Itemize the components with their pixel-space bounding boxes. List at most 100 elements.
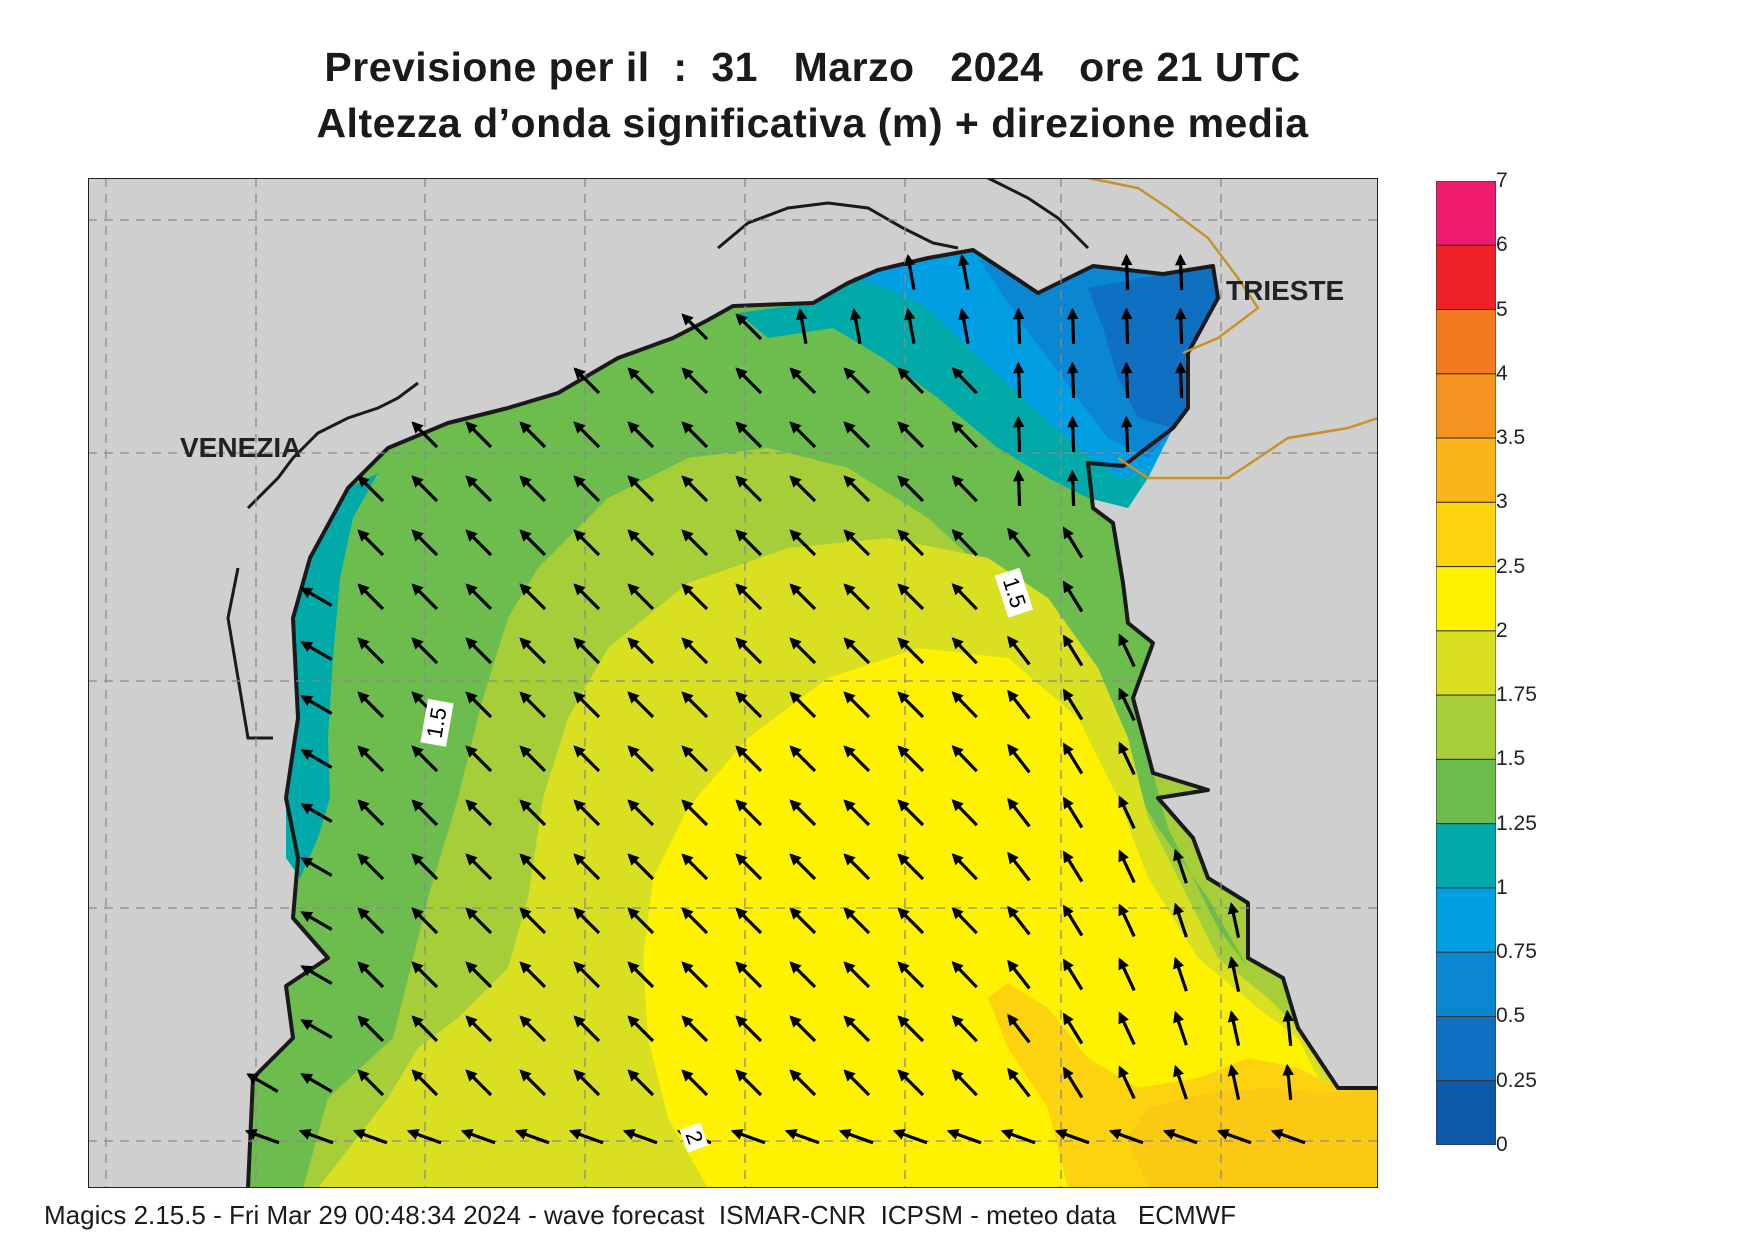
wave-map: 1.5 1.5 2 VENEZIA TRIESTE xyxy=(88,178,1378,1188)
wave-direction-arrow xyxy=(897,745,925,773)
wave-direction-arrow xyxy=(627,691,655,719)
wave-direction-arrow xyxy=(957,308,970,344)
wave-direction-arrow xyxy=(681,907,709,935)
wave-direction-arrow xyxy=(1108,1128,1144,1145)
city-label-venezia: VENEZIA xyxy=(180,432,301,463)
wave-direction-arrow xyxy=(897,583,925,611)
wave-direction-arrow xyxy=(735,367,763,395)
wave-direction-arrow xyxy=(1173,1064,1188,1100)
legend-swatch xyxy=(1435,566,1497,632)
wave-direction-arrow xyxy=(951,637,978,665)
wave-direction-arrow xyxy=(1062,634,1084,667)
legend-swatch xyxy=(1435,437,1497,503)
wave-direction-arrow xyxy=(1000,1128,1036,1145)
graticule xyxy=(88,178,1378,1188)
wave-direction-arrow xyxy=(735,799,763,827)
wave-direction-arrow xyxy=(514,1128,550,1145)
wave-direction-arrow xyxy=(1118,903,1136,938)
map-frame xyxy=(88,178,1378,1188)
wave-direction-arrow xyxy=(1062,742,1084,775)
wave-direction-arrow xyxy=(627,799,655,827)
wave-direction-arrow xyxy=(951,529,978,557)
wave-direction-arrow xyxy=(357,691,385,719)
wave-direction-arrow xyxy=(465,529,493,557)
wave-direction-arrow xyxy=(1118,741,1136,776)
wave-direction-arrow xyxy=(1062,1066,1084,1099)
coastline xyxy=(246,248,1378,1188)
wave-direction-arrow xyxy=(789,799,817,827)
wave-direction-arrow xyxy=(957,254,970,290)
wave-direction-arrow xyxy=(1173,848,1188,884)
wave-direction-arrow xyxy=(519,1015,547,1043)
wave-direction-arrow xyxy=(1118,1065,1136,1100)
wave-direction-arrow xyxy=(627,1015,655,1043)
wave-direction-arrow xyxy=(951,475,978,503)
wave-direction-arrow xyxy=(735,421,763,449)
wave-direction-arrow xyxy=(789,961,817,989)
wave-direction-arrow xyxy=(1118,1011,1136,1046)
wave-direction-arrow xyxy=(1066,361,1079,399)
wave-direction-arrow xyxy=(1174,361,1187,399)
wave-direction-arrow xyxy=(465,475,493,503)
wave-direction-arrow xyxy=(843,421,871,449)
wave-direction-arrow xyxy=(843,691,871,719)
wave-direction-arrow xyxy=(897,907,925,935)
legend-swatch xyxy=(1435,501,1497,568)
wave-direction-arrow xyxy=(1062,958,1084,991)
wave-direction-arrow xyxy=(357,529,385,557)
wave-direction-arrow xyxy=(843,961,871,989)
wave-direction-arrow xyxy=(681,421,709,449)
legend-label: 0 xyxy=(1496,1133,1508,1156)
wave-direction-arrow xyxy=(951,961,978,989)
wave-direction-arrow xyxy=(519,907,547,935)
wave-direction-arrow xyxy=(951,421,978,449)
wave-direction-arrow xyxy=(1227,902,1241,938)
wave-direction-arrow xyxy=(838,1128,874,1145)
wave-direction-arrow xyxy=(1173,1010,1188,1046)
wave-direction-arrow xyxy=(1066,415,1079,453)
wave-direction-arrows xyxy=(244,253,1306,1145)
wave-direction-arrow xyxy=(897,691,925,719)
wave-direction-arrow xyxy=(735,853,763,881)
map-svg: 1.5 1.5 2 VENEZIA TRIESTE xyxy=(88,178,1378,1188)
wave-direction-arrow xyxy=(784,1128,820,1145)
wave-direction-arrow xyxy=(465,1069,493,1097)
wave-direction-arrow xyxy=(681,745,709,773)
svg-text:1.5: 1.5 xyxy=(422,706,452,740)
wave-direction-arrow xyxy=(573,907,601,935)
wave-direction-arrow xyxy=(411,637,439,665)
wave-direction-arrow xyxy=(897,853,925,881)
wave-direction-arrow xyxy=(897,799,925,827)
wave-direction-arrow xyxy=(573,529,601,557)
contour-label-2-south: 2 xyxy=(679,1122,709,1153)
wave-direction-arrow xyxy=(627,853,655,881)
wave-direction-arrow xyxy=(892,1128,928,1145)
wave-direction-arrow xyxy=(298,1128,334,1145)
wave-direction-arrow xyxy=(789,1069,817,1097)
wave-direction-arrow xyxy=(789,421,817,449)
wave-direction-arrow xyxy=(627,475,655,503)
wave-direction-arrow xyxy=(951,907,978,935)
wave-direction-arrow xyxy=(627,529,655,557)
wave-direction-arrow xyxy=(735,583,763,611)
venice-lagoon xyxy=(228,383,418,738)
wave-direction-arrow xyxy=(730,1128,766,1145)
wave-direction-arrow xyxy=(519,961,547,989)
legend-swatch xyxy=(1435,694,1497,760)
legend-swatch xyxy=(1435,1015,1497,1082)
legend-label: 1.25 xyxy=(1496,811,1537,835)
wave-direction-arrow xyxy=(1120,361,1133,399)
wave-direction-arrow xyxy=(519,799,547,827)
wave-direction-arrow xyxy=(903,308,916,344)
wave-direction-arrow xyxy=(460,1128,496,1145)
wave-direction-arrow xyxy=(735,745,763,773)
wave-direction-arrow xyxy=(519,583,547,611)
wave-direction-arrow xyxy=(465,961,493,989)
wave-direction-arrow xyxy=(519,691,547,719)
wave-direction-arrow xyxy=(1227,1064,1241,1100)
wave-direction-arrow xyxy=(411,799,439,827)
legend-label: 3 xyxy=(1496,490,1508,514)
wave-direction-arrow xyxy=(246,1073,279,1093)
legend-swatch xyxy=(1435,823,1497,889)
wave-direction-arrow xyxy=(1007,1013,1031,1044)
